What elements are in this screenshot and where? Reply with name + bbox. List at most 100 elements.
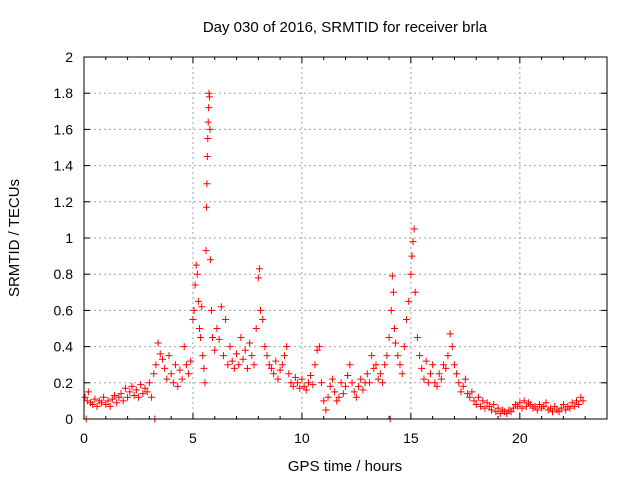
data-point xyxy=(192,261,200,269)
data-point xyxy=(261,343,269,351)
x-tick-labels: 0 5 10 15 20 xyxy=(80,430,528,446)
y-tick-label: 0.8 xyxy=(54,266,74,282)
data-point xyxy=(572,397,580,405)
data-point xyxy=(265,361,273,369)
data-point xyxy=(209,334,217,342)
y-tick-label: 2 xyxy=(65,49,73,65)
data-point xyxy=(252,325,260,332)
data-point xyxy=(400,343,408,351)
data-point xyxy=(331,388,339,396)
data-point xyxy=(557,404,565,412)
data-point xyxy=(235,361,243,369)
y-tick-label: 0.2 xyxy=(54,375,74,391)
data-point xyxy=(296,384,304,392)
data-point xyxy=(156,350,164,358)
data-point xyxy=(403,315,411,323)
data-point xyxy=(190,306,198,314)
y-tick-label: 1.8 xyxy=(54,85,74,101)
data-point xyxy=(124,393,132,401)
data-point xyxy=(409,238,417,246)
data-point xyxy=(84,388,92,396)
data-point xyxy=(119,397,127,405)
x-tick-label: 20 xyxy=(512,430,528,446)
data-point xyxy=(503,410,511,418)
data-point xyxy=(115,393,123,401)
data-point xyxy=(368,352,376,360)
data-point xyxy=(294,379,302,387)
data-point xyxy=(535,401,543,409)
x-axis-title: GPS time / hours xyxy=(288,458,402,475)
data-point xyxy=(278,361,286,369)
data-point xyxy=(233,350,241,358)
data-point xyxy=(342,382,349,390)
data-point xyxy=(577,393,585,401)
data-point xyxy=(359,386,367,394)
y-tick-label: 0 xyxy=(65,411,73,427)
data-point xyxy=(111,391,119,399)
data-point xyxy=(381,361,389,369)
data-point xyxy=(408,252,416,260)
data-point xyxy=(542,399,550,407)
data-point xyxy=(93,402,101,410)
data-point xyxy=(531,402,539,410)
data-point xyxy=(411,288,419,296)
data-point xyxy=(113,399,121,407)
data-point xyxy=(468,388,476,396)
data-point xyxy=(442,364,450,372)
data-point xyxy=(459,382,467,390)
grid-lines xyxy=(84,57,607,419)
data-point xyxy=(283,343,291,351)
data-point xyxy=(280,352,288,360)
data-point xyxy=(490,401,498,409)
data-point xyxy=(248,352,256,360)
data-point xyxy=(276,366,284,374)
data-point xyxy=(379,379,387,387)
data-point xyxy=(222,315,230,323)
data-point xyxy=(137,381,145,389)
chart-title: Day 030 of 2016, SRMTID for receiver brl… xyxy=(203,19,488,36)
data-point xyxy=(194,297,202,305)
data-point xyxy=(477,402,485,410)
data-point xyxy=(83,397,91,405)
data-point xyxy=(219,352,227,360)
data-point xyxy=(206,125,214,133)
data-point xyxy=(150,370,158,378)
data-point xyxy=(291,373,299,381)
x-tick-label: 5 xyxy=(189,430,197,446)
data-point xyxy=(200,364,208,372)
data-point xyxy=(230,364,238,372)
data-point xyxy=(134,393,142,401)
data-point xyxy=(555,408,563,416)
data-point xyxy=(562,406,570,414)
data-point xyxy=(566,404,574,412)
data-point xyxy=(426,370,434,378)
data-point xyxy=(344,372,352,380)
y-tick-label: 1.2 xyxy=(54,194,74,210)
data-point xyxy=(481,404,489,412)
data-point xyxy=(132,386,140,394)
data-point xyxy=(257,306,265,314)
data-point xyxy=(141,384,149,392)
data-point xyxy=(355,382,363,390)
data-point xyxy=(206,256,214,264)
data-point xyxy=(389,288,397,296)
data-point xyxy=(304,379,312,387)
data-point xyxy=(444,352,452,360)
data-point xyxy=(418,364,426,372)
data-point xyxy=(435,370,443,378)
data-point xyxy=(575,401,583,409)
data-point xyxy=(372,361,380,369)
data-point xyxy=(450,361,458,369)
data-point xyxy=(383,352,391,360)
data-point xyxy=(202,247,210,255)
data-point xyxy=(339,390,347,398)
data-point xyxy=(213,325,221,332)
data-point xyxy=(307,372,315,380)
data-point xyxy=(387,306,395,314)
data-point xyxy=(255,265,263,273)
data-point xyxy=(207,306,215,314)
data-point xyxy=(433,382,441,390)
data-point xyxy=(453,370,461,378)
data-point xyxy=(182,361,190,369)
data-point xyxy=(193,270,201,278)
